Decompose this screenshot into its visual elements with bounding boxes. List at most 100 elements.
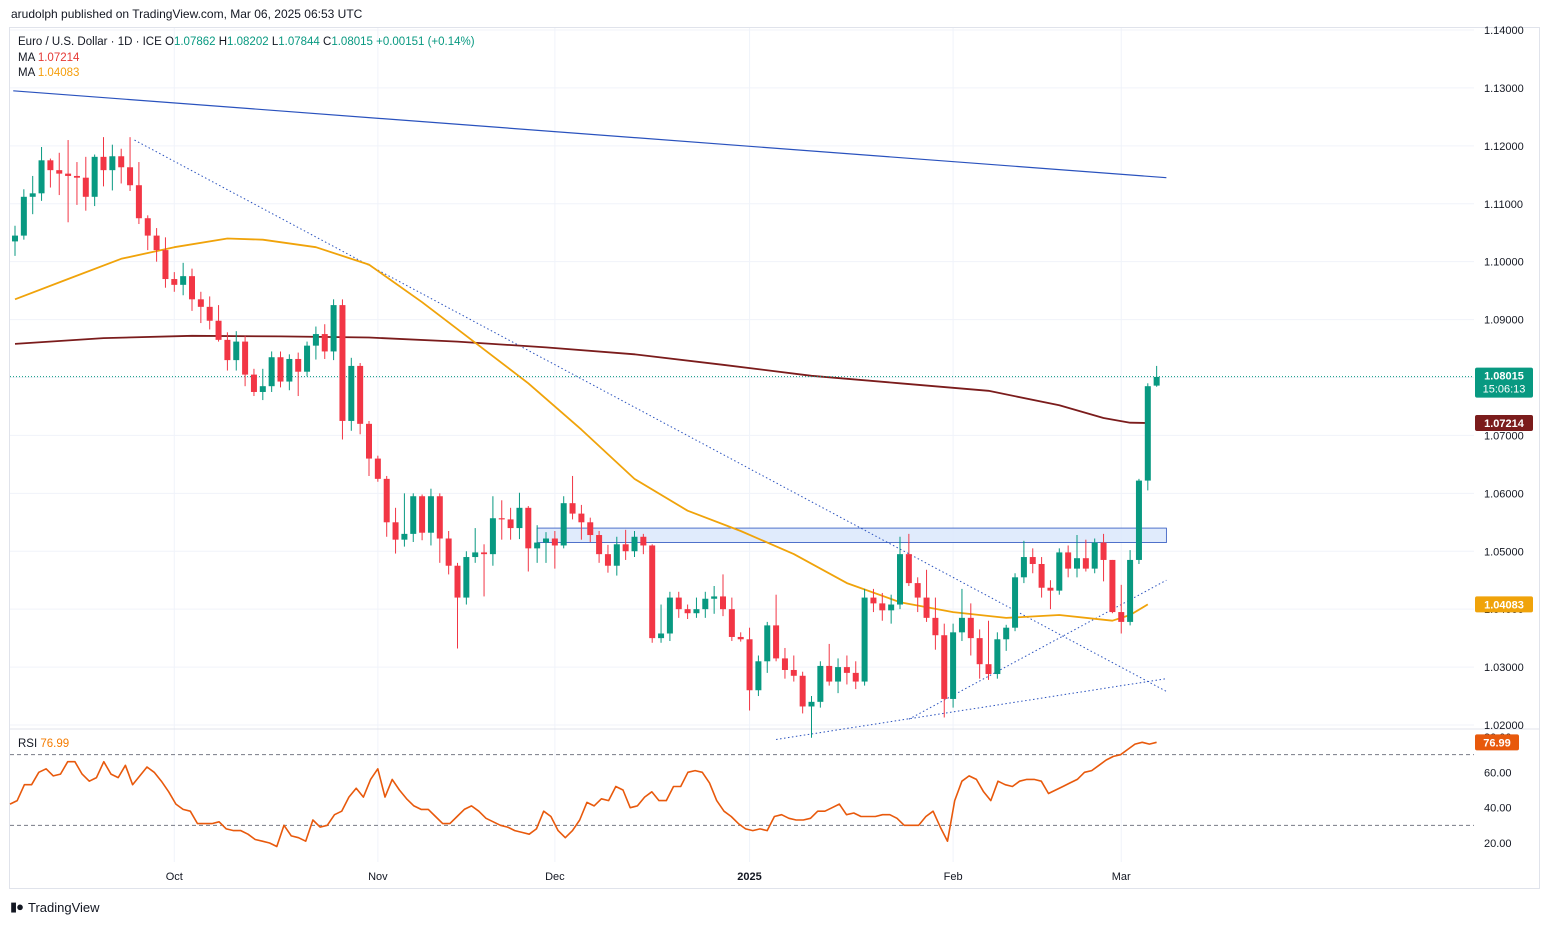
candle-body: [604, 554, 611, 566]
high-label: H: [218, 36, 228, 48]
candle-body: [1056, 552, 1063, 591]
candle: [1047, 580, 1054, 610]
time-tick-label: 2025: [737, 871, 761, 883]
candle-body: [516, 507, 523, 529]
candle: [127, 137, 134, 192]
candle-body: [445, 538, 452, 566]
candle-body: [1153, 376, 1160, 386]
candle-body: [419, 496, 426, 533]
candle: [649, 544, 656, 643]
candle-body: [693, 609, 700, 614]
tradingview-logo-icon: ▮●: [10, 899, 24, 914]
ma2-label: MA: [18, 67, 35, 79]
candle-body: [197, 299, 204, 307]
candle-body: [755, 661, 762, 691]
candle-body: [799, 675, 806, 707]
candle: [551, 530, 558, 569]
legend-ma1-row[interactable]: MA 1.07214: [18, 51, 475, 67]
candle-body: [1047, 587, 1054, 591]
candle: [100, 137, 107, 187]
candle-body: [268, 357, 275, 387]
candle: [941, 623, 948, 718]
long-term-trendline: [13, 90, 1167, 179]
candle-body: [1003, 627, 1010, 640]
legend-ma2-row[interactable]: MA 1.04083: [18, 66, 475, 82]
candle-body: [463, 557, 470, 598]
price-tick-label: 1.11000: [1484, 199, 1523, 211]
candle: [189, 268, 195, 311]
candle: [1082, 539, 1089, 572]
publisher-line: arudolph published on TradingView.com, M…: [11, 7, 363, 21]
candle-body: [118, 156, 125, 168]
candle-body: [304, 345, 311, 372]
price-tick-label: 1.03000: [1484, 662, 1524, 674]
candle: [1127, 550, 1134, 626]
candle: [1020, 540, 1027, 584]
time-tick-label: Feb: [944, 871, 963, 883]
candle-body: [56, 170, 63, 174]
ma-long-line: [14, 334, 1148, 424]
rsi-value-badge: [1475, 734, 1519, 751]
candle-body: [224, 339, 231, 361]
candle-body: [560, 503, 567, 546]
candle-body: [835, 667, 842, 682]
candle-body: [357, 365, 364, 424]
candle: [286, 354, 293, 391]
candle-body: [1091, 542, 1098, 569]
candle: [304, 341, 311, 377]
candle: [348, 357, 355, 431]
candle-body: [1144, 386, 1151, 481]
candle: [91, 154, 98, 207]
candle: [604, 544, 611, 573]
candle: [1056, 548, 1063, 595]
candle: [516, 492, 523, 540]
rsi-legend[interactable]: RSI 76.99: [18, 738, 69, 750]
candle: [870, 588, 877, 613]
candle-body: [242, 341, 249, 375]
candle: [773, 594, 780, 662]
candle-body: [675, 597, 682, 610]
candle-body: [684, 609, 691, 614]
candle-body: [976, 638, 983, 665]
candle: [835, 658, 842, 694]
candle: [525, 506, 532, 572]
candle: [755, 655, 762, 697]
price-tick-label: 1.10000: [1484, 257, 1524, 269]
axis-countdown-label: 15:06:13: [1483, 384, 1526, 396]
open-label: O: [165, 36, 174, 48]
rsi-value: 76.99: [40, 738, 70, 750]
candle: [702, 591, 709, 618]
brand-name: TradingView: [28, 899, 100, 915]
candle: [65, 140, 72, 223]
candle-body: [507, 519, 514, 529]
candle-body: [666, 597, 673, 634]
candle-body: [631, 536, 638, 552]
candle-body: [20, 196, 27, 236]
ma-short-line: [14, 237, 1149, 622]
candle-body: [339, 305, 346, 421]
candle: [1109, 559, 1116, 614]
candle: [56, 152, 63, 196]
candle: [259, 368, 266, 401]
candle-body: [587, 522, 594, 536]
candle-body: [950, 632, 957, 699]
candle-body: [613, 544, 620, 566]
candle: [366, 420, 372, 476]
tradingview-brand[interactable]: ▮● TradingView: [10, 899, 100, 915]
candle-body: [1118, 612, 1125, 622]
symbol-name[interactable]: Euro / U.S. Dollar · 1D · ICE: [18, 36, 162, 48]
open-value: 1.07862: [173, 36, 216, 48]
candle: [38, 146, 45, 201]
candle-body: [189, 276, 195, 300]
candle-body: [817, 665, 824, 702]
candle: [29, 175, 36, 215]
candle: [1012, 573, 1019, 632]
candle: [507, 507, 514, 540]
candle: [144, 215, 151, 251]
candle-body: [47, 160, 54, 171]
candle: [923, 569, 930, 622]
candle: [1135, 478, 1142, 564]
candle-body: [781, 658, 788, 670]
candle-body: [702, 598, 709, 610]
